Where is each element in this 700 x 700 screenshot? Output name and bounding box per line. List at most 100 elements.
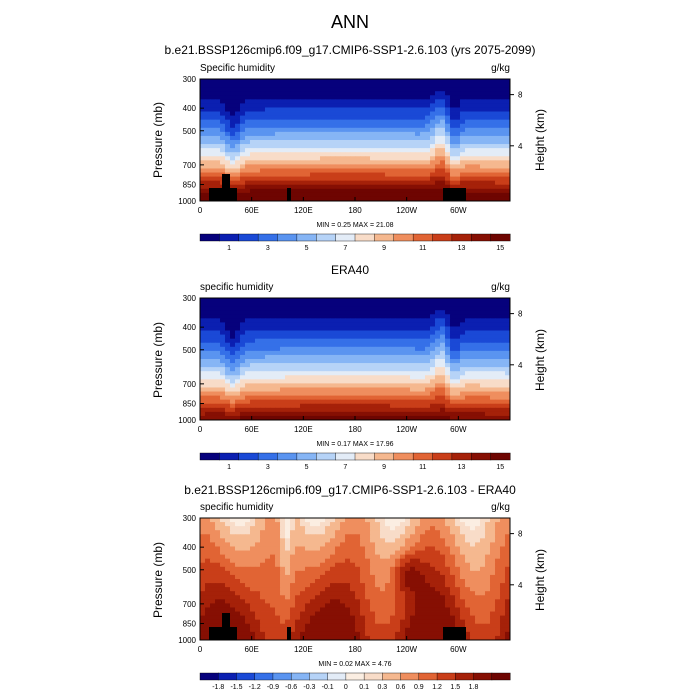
field-cell [290,83,296,88]
field-cell [430,172,436,177]
field-cell [320,135,326,141]
field-cell [425,403,431,409]
field-cell [480,318,486,323]
field-cell [495,144,501,149]
field-cell [250,135,256,141]
field-cell [440,123,446,129]
field-cell [240,119,246,125]
field-cell [365,111,371,116]
field-cell [220,574,226,580]
field-cell [500,522,506,527]
field-cell [230,367,236,372]
field-cell [505,192,511,198]
field-cell [250,196,256,202]
field-cell [295,135,301,141]
field-cell [350,334,356,340]
field-cell [360,363,366,368]
field-cell [330,538,336,543]
field-cell [470,326,476,331]
field-cell [325,322,331,327]
field-cell [305,562,311,568]
field-cell [425,346,431,352]
field-cell [205,583,211,588]
field-cell [385,395,391,401]
field-cell [365,95,371,100]
field-cell [370,160,376,165]
field-cell [475,407,481,413]
field-cell [495,411,501,417]
field-cell [505,91,511,96]
field-cell [475,127,481,133]
field-cell [335,310,341,315]
field-cell [310,103,316,108]
field-cell [210,375,216,380]
field-cell [480,570,486,576]
field-cell [395,530,401,535]
field-cell [380,562,386,568]
field-cell [300,538,306,543]
field-cell [395,391,401,396]
field-cell [465,160,471,165]
field-cell [360,99,366,104]
colorbar-swatch [316,233,337,242]
field-cell [405,148,411,153]
field-cell [200,411,206,417]
field-cell [280,574,286,580]
field-cell [385,371,391,376]
field-cell [205,152,211,157]
field-cell [385,135,391,141]
field-cell [425,135,431,141]
field-cell [470,144,476,149]
field-cell [465,103,471,108]
field-cell [395,176,401,182]
field-cell [500,310,506,315]
field-cell [365,334,371,340]
field-cell [365,570,371,576]
field-cell [335,583,341,588]
field-cell [420,168,426,173]
field-cell [305,554,311,560]
field-cell [235,550,241,555]
field-cell [420,415,426,421]
field-cell [200,184,206,190]
field-cell [300,310,306,315]
field-cell [500,371,506,376]
field-cell [215,131,221,137]
field-cell [255,350,261,356]
field-cell [415,566,421,572]
field-cell [495,87,501,92]
field-cell [335,550,341,555]
field-cell [235,188,241,194]
field-cell [490,395,496,401]
field-cell [410,99,416,104]
field-cell [315,164,321,169]
field-cell [225,119,231,125]
field-cell [430,176,436,182]
field-cell [305,326,311,331]
field-cell [300,115,306,121]
field-cell [210,95,216,100]
field-cell [200,196,206,202]
field-cell [285,306,291,311]
field-cell [315,566,321,572]
field-cell [375,395,381,401]
field-cell [210,395,216,401]
field-cell [235,103,241,108]
field-cell [270,562,276,568]
field-cell [325,383,331,388]
field-cell [385,172,391,177]
field-cell [450,379,456,384]
field-cell [320,558,326,564]
field-cell [335,135,341,141]
field-cell [240,579,246,584]
field-cell [240,354,246,360]
field-cell [315,518,321,523]
field-cell [345,188,351,194]
field-cell [345,140,351,145]
field-cell [310,298,316,303]
field-cell [415,168,421,173]
field-cell [500,95,506,100]
field-cell [275,550,281,555]
field-cell [390,164,396,169]
field-cell [460,538,466,543]
